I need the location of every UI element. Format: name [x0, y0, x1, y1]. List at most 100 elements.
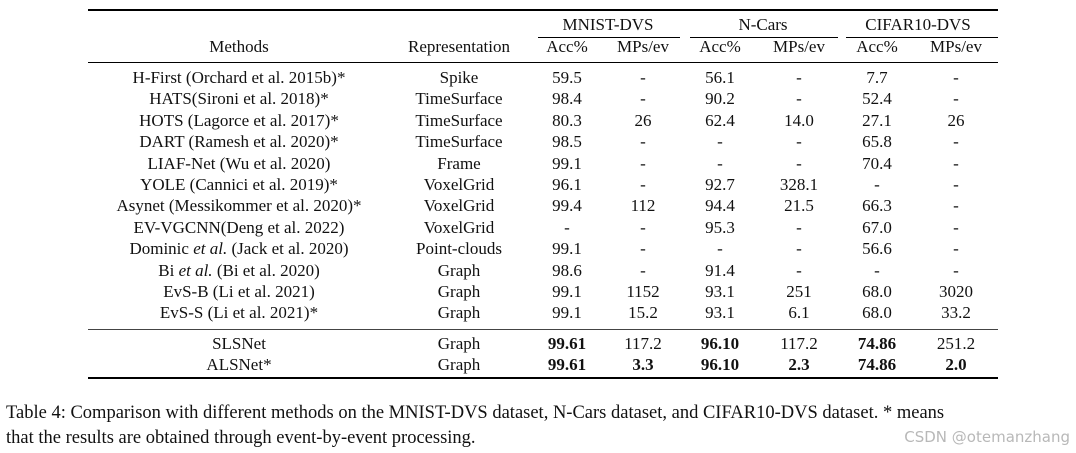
method-name-part: EvS-S (Li et al. 2021)* [159, 303, 319, 323]
value-cell: 1152 [626, 282, 660, 301]
method-name-part: LIAF-Net (Wu et al. 2020) [147, 153, 331, 173]
header-methods: Methods [209, 37, 269, 56]
value-cell: - [640, 239, 646, 259]
representation-cell: TimeSurface [415, 110, 503, 130]
value-cell: 2.0 [945, 355, 967, 375]
header-sub-5: MPs/ev [930, 37, 982, 56]
value-cell: 67.0 [862, 217, 892, 237]
value-cell: - [796, 68, 802, 87]
representation-cell: Spike [439, 68, 479, 87]
value-cell: 95.3 [705, 217, 735, 237]
value-cell: 98.6 [552, 260, 582, 280]
method-name: HATS(Sironi et al. 2018)* [149, 89, 328, 109]
value-cell: 62.4 [705, 110, 735, 130]
method-name: Bi et al. (Bi et al. 2020) [158, 261, 319, 281]
value-cell: 70.4 [862, 153, 892, 173]
value-cell: - [640, 175, 646, 194]
value-cell: 68.0 [862, 282, 892, 301]
representation-cell: Graph [437, 282, 481, 301]
method-name: H-First (Orchard et al. 2015b)* [133, 68, 346, 88]
header-sub-4: Acc% [856, 37, 898, 56]
value-cell: 117.2 [624, 334, 662, 353]
cmidrule-cifar [846, 37, 998, 38]
value-cell: - [953, 196, 959, 216]
value-cell: 251.2 [936, 334, 976, 353]
representation-cell: Graph [437, 355, 481, 375]
representation-cell: Graph [437, 260, 481, 280]
value-cell: 56.1 [705, 68, 735, 87]
method-name-part: Asynet (Messikommer et al. 2020)* [116, 196, 362, 216]
method-name: HOTS (Lagorce et al. 2017)* [139, 111, 339, 131]
value-cell: 33.2 [941, 303, 971, 323]
value-cell: 99.1 [552, 282, 582, 301]
method-name-part: EvS-B (Li et al. 2021) [163, 282, 315, 301]
value-cell: - [953, 217, 959, 237]
value-cell: 99.61 [547, 334, 587, 353]
value-cell: - [796, 239, 802, 259]
value-cell: 6.1 [788, 303, 810, 323]
header-group-ncars: N-Cars [738, 15, 788, 34]
method-name-part: YOLE (Cannici et al. 2019)* [140, 175, 338, 194]
value-cell: 26 [634, 110, 652, 130]
cmidrule-ncars [690, 37, 838, 38]
cmidrule-mnist [538, 37, 680, 38]
top-rule [88, 9, 998, 11]
method-name-part: et al. [178, 260, 213, 280]
bottom-rule [88, 377, 998, 379]
value-cell: - [640, 68, 646, 87]
value-cell: 7.7 [866, 68, 888, 87]
value-cell: - [874, 175, 880, 194]
value-cell: 80.3 [552, 110, 582, 130]
value-cell: 99.1 [552, 153, 582, 173]
method-name-part: et al. [193, 239, 228, 259]
method-name: Asynet (Messikommer et al. 2020)* [116, 196, 361, 216]
value-cell: 90.2 [705, 89, 735, 109]
value-cell: 98.5 [552, 132, 582, 152]
method-name: EV-VGCNN(Deng et al. 2022) [134, 218, 345, 238]
value-cell: 99.1 [552, 239, 582, 259]
value-cell: - [953, 260, 959, 280]
method-name-part: DART (Ramesh et al. 2020)* [139, 132, 339, 152]
caption-line-1: Table 4: Comparison with different metho… [6, 403, 945, 423]
value-cell: 65.8 [862, 132, 892, 152]
watermark: CSDN @otemanzhang [904, 428, 1070, 446]
value-cell: 66.3 [862, 196, 892, 216]
representation-cell: Point-clouds [416, 239, 502, 259]
representation-cell: VoxelGrid [423, 217, 495, 237]
value-cell: 328.1 [779, 175, 819, 194]
value-cell: 59.5 [552, 68, 582, 87]
method-name-part: HATS(Sironi et al. 2018)* [149, 89, 329, 109]
value-cell: - [953, 175, 959, 194]
value-cell: 14.0 [784, 110, 814, 130]
method-name-part: ALSNet* [206, 355, 272, 375]
value-cell: - [640, 217, 646, 237]
value-cell: - [717, 153, 723, 173]
value-cell: 96.1 [552, 175, 582, 194]
representation-cell: VoxelGrid [423, 175, 495, 194]
method-name-part: EV-VGCNN(Deng et al. 2022) [133, 217, 345, 237]
value-cell: 96.10 [700, 355, 740, 375]
value-cell: - [640, 89, 646, 109]
header-representation: Representation [408, 37, 510, 56]
value-cell: 15.2 [628, 303, 658, 323]
value-cell: 2.3 [788, 355, 810, 375]
method-name-part: H-First (Orchard et al. 2015b)* [132, 68, 346, 87]
value-cell: - [796, 260, 802, 280]
value-cell: 99.4 [552, 196, 582, 216]
value-cell: 56.6 [862, 239, 892, 259]
value-cell: 112 [630, 196, 656, 216]
value-cell: - [953, 132, 959, 152]
value-cell: 74.86 [857, 355, 897, 375]
value-cell: 99.61 [547, 355, 587, 375]
value-cell: 68.0 [862, 303, 892, 323]
method-name: SLSNet [212, 334, 266, 354]
value-cell: 96.10 [700, 334, 740, 353]
header-sub-1: MPs/ev [617, 37, 669, 56]
value-cell: - [796, 217, 802, 237]
method-name-part: (Jack et al. 2020) [227, 239, 349, 259]
value-cell: - [953, 153, 959, 173]
representation-cell: Graph [437, 303, 481, 323]
value-cell: 94.4 [705, 196, 735, 216]
value-cell: - [796, 153, 802, 173]
value-cell: 74.86 [857, 334, 897, 353]
